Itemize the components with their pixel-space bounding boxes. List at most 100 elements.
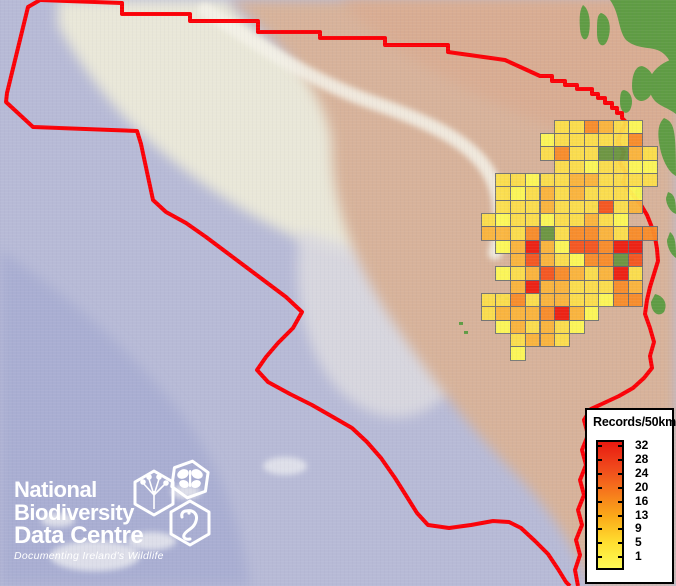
grid-cell[interactable] <box>568 199 585 214</box>
grid-cell[interactable] <box>598 159 614 174</box>
grid-cell[interactable] <box>554 293 570 308</box>
grid-cell[interactable] <box>583 279 600 295</box>
grid-cell[interactable] <box>539 319 556 335</box>
grid-cell[interactable] <box>583 186 600 201</box>
grid-cell[interactable] <box>554 159 570 174</box>
grid-cell[interactable] <box>539 226 556 241</box>
grid-cell[interactable] <box>510 279 526 295</box>
grid-cell[interactable] <box>583 293 600 308</box>
grid-cell[interactable] <box>510 333 526 348</box>
grid-cell[interactable] <box>539 172 556 188</box>
grid-cell[interactable] <box>554 212 570 228</box>
grid-cell[interactable] <box>510 346 526 361</box>
grid-cell[interactable] <box>583 119 600 134</box>
grid-cell[interactable] <box>539 186 556 201</box>
grid-cell[interactable] <box>627 226 644 241</box>
grid-cell[interactable] <box>613 253 629 268</box>
grid-cell[interactable] <box>524 279 541 295</box>
grid-cell[interactable] <box>554 226 570 241</box>
grid-cell[interactable] <box>510 199 526 214</box>
grid-cell[interactable] <box>598 226 614 241</box>
grid-cell[interactable] <box>524 226 541 241</box>
grid-cell[interactable] <box>613 226 629 241</box>
grid-cell[interactable] <box>613 266 629 281</box>
grid-cell[interactable] <box>554 119 570 134</box>
grid-cell[interactable] <box>642 226 659 241</box>
grid-cell[interactable] <box>613 279 629 295</box>
grid-cell[interactable] <box>642 159 659 174</box>
grid-cell[interactable] <box>524 186 541 201</box>
grid-cell[interactable] <box>598 172 614 188</box>
grid-cell[interactable] <box>510 172 526 188</box>
grid-cell[interactable] <box>598 253 614 268</box>
grid-cell[interactable] <box>583 306 600 321</box>
grid-cell[interactable] <box>524 199 541 214</box>
grid-cell[interactable] <box>642 172 659 188</box>
grid-cell[interactable] <box>598 279 614 295</box>
grid-cell[interactable] <box>583 226 600 241</box>
grid-cell[interactable] <box>568 132 585 148</box>
grid-cell[interactable] <box>568 266 585 281</box>
grid-cell[interactable] <box>627 172 644 188</box>
grid-cell[interactable] <box>480 293 497 308</box>
grid-cell[interactable] <box>613 212 629 228</box>
grid-cell[interactable] <box>510 239 526 254</box>
grid-cell[interactable] <box>613 293 629 308</box>
grid-cell[interactable] <box>539 306 556 321</box>
grid-cell[interactable] <box>627 119 644 134</box>
grid-cell[interactable] <box>583 159 600 174</box>
grid-cell[interactable] <box>568 119 585 134</box>
grid-cell[interactable] <box>510 253 526 268</box>
grid-cell[interactable] <box>554 186 570 201</box>
grid-cell[interactable] <box>495 199 512 214</box>
grid-cell[interactable] <box>613 172 629 188</box>
grid-cell[interactable] <box>627 199 644 214</box>
grid-cell[interactable] <box>510 306 526 321</box>
grid-cell[interactable] <box>568 172 585 188</box>
grid-cell[interactable] <box>613 159 629 174</box>
grid-cell[interactable] <box>598 186 614 201</box>
grid-cell[interactable] <box>554 172 570 188</box>
grid-cell[interactable] <box>598 266 614 281</box>
grid-cell[interactable] <box>554 319 570 335</box>
grid-cell[interactable] <box>627 239 644 254</box>
grid-cell[interactable] <box>524 306 541 321</box>
grid-cell[interactable] <box>539 199 556 214</box>
grid-cell[interactable] <box>583 253 600 268</box>
grid-cell[interactable] <box>627 132 644 148</box>
grid-cell[interactable] <box>568 319 585 335</box>
grid-cell[interactable] <box>510 186 526 201</box>
grid-cell[interactable] <box>627 159 644 174</box>
grid-cell[interactable] <box>539 279 556 295</box>
grid-cell[interactable] <box>627 146 644 161</box>
grid-cell[interactable] <box>598 239 614 254</box>
grid-cell[interactable] <box>583 172 600 188</box>
grid-cell[interactable] <box>524 239 541 254</box>
grid-cell[interactable] <box>524 293 541 308</box>
grid-cell[interactable] <box>539 239 556 254</box>
grid-cell[interactable] <box>510 266 526 281</box>
grid-cell[interactable] <box>480 212 497 228</box>
grid-cell[interactable] <box>554 253 570 268</box>
grid-cell[interactable] <box>583 212 600 228</box>
grid-cell[interactable] <box>495 226 512 241</box>
grid-cell[interactable] <box>539 293 556 308</box>
grid-cell[interactable] <box>554 146 570 161</box>
grid-cell[interactable] <box>568 159 585 174</box>
grid-cell[interactable] <box>598 293 614 308</box>
grid-cell[interactable] <box>539 266 556 281</box>
grid-cell[interactable] <box>510 293 526 308</box>
grid-cell[interactable] <box>480 226 497 241</box>
grid-cell[interactable] <box>554 199 570 214</box>
grid-cell[interactable] <box>510 226 526 241</box>
grid-cell[interactable] <box>627 279 644 295</box>
grid-cell[interactable] <box>598 199 614 214</box>
grid-cell[interactable] <box>583 132 600 148</box>
grid-cell[interactable] <box>598 132 614 148</box>
grid-cell[interactable] <box>524 212 541 228</box>
grid-cell[interactable] <box>613 132 629 148</box>
grid-cell[interactable] <box>495 306 512 321</box>
grid-cell[interactable] <box>627 293 644 308</box>
grid-cell[interactable] <box>554 306 570 321</box>
grid-cell[interactable] <box>568 212 585 228</box>
